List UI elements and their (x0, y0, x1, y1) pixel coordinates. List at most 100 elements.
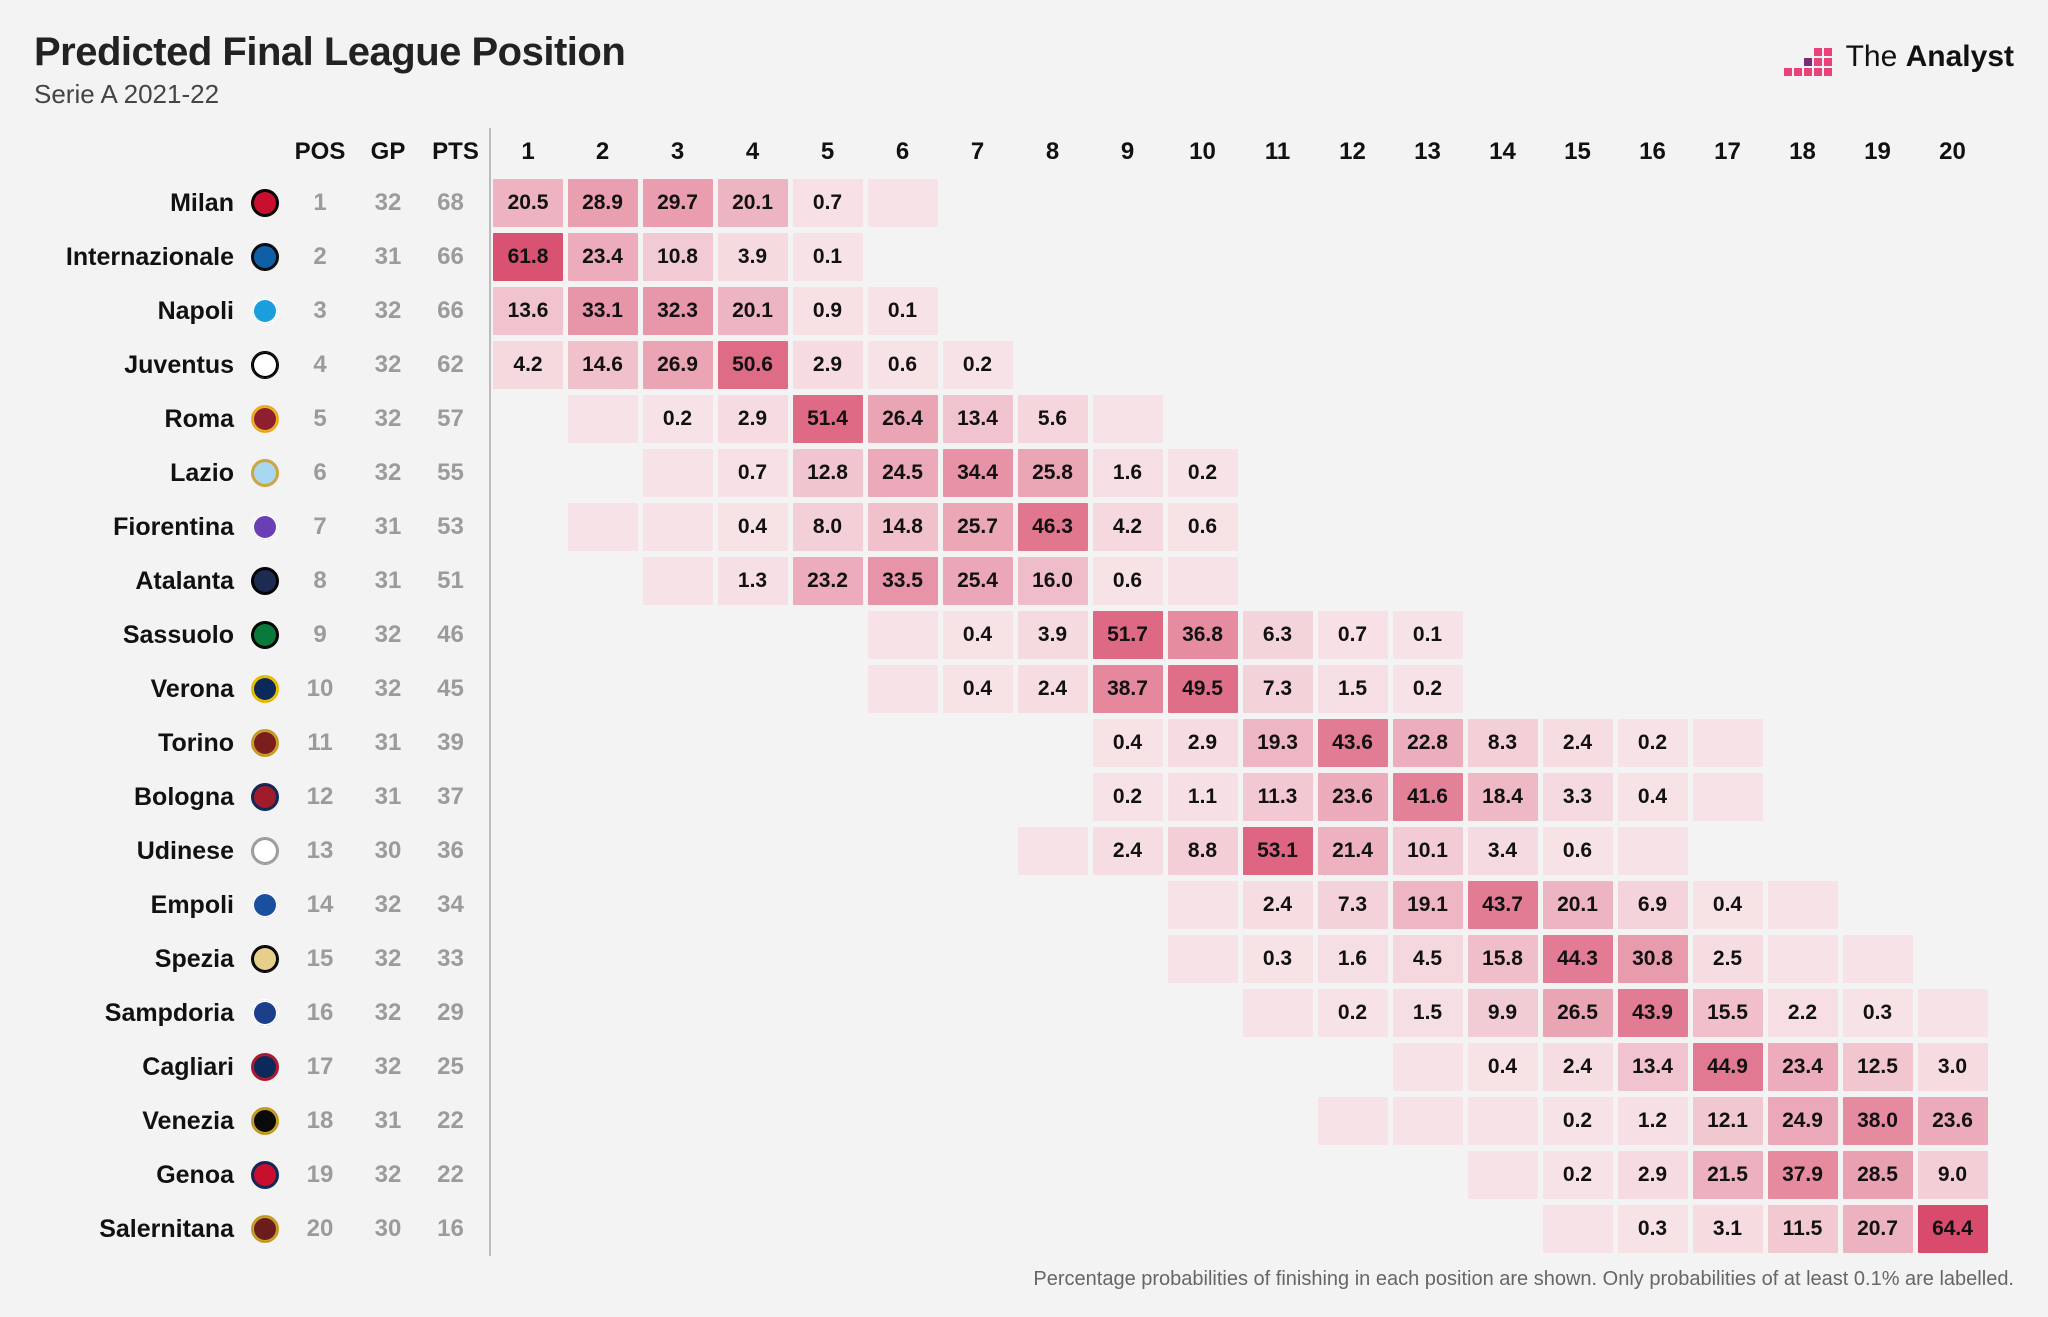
prob-cell: 33.1 (565, 284, 640, 338)
prob-cell: 0.6 (1165, 500, 1240, 554)
table-body: Milan1326820.528.929.720.10.7Internazion… (34, 176, 1990, 1256)
prob-cell: 2.9 (715, 392, 790, 446)
prob-cell (1615, 284, 1690, 338)
stat-pos: 18 (286, 1094, 354, 1148)
prob-cell (1390, 284, 1465, 338)
prob-cell (865, 986, 940, 1040)
prob-cell (1765, 230, 1840, 284)
prob-cell (1315, 284, 1390, 338)
team-crest-icon (244, 1202, 286, 1256)
table-row: Torino1131390.42.919.343.622.88.32.40.2 (34, 716, 1990, 770)
prob-cell (1390, 500, 1465, 554)
prob-cell: 7.3 (1315, 878, 1390, 932)
prob-cell (490, 1202, 565, 1256)
prob-cell (490, 716, 565, 770)
prob-cell (940, 176, 1015, 230)
prob-cell: 44.9 (1690, 1040, 1765, 1094)
prob-cell (1240, 392, 1315, 446)
prob-cell (1090, 230, 1165, 284)
stat-gp: 31 (354, 230, 422, 284)
prob-cell (1090, 392, 1165, 446)
prob-cell: 14.8 (865, 500, 940, 554)
team-name: Cagliari (34, 1040, 244, 1094)
stat-pts: 39 (422, 716, 490, 770)
prob-cell: 6.9 (1615, 878, 1690, 932)
prob-cell (490, 554, 565, 608)
prob-cell (1540, 284, 1615, 338)
prob-cell (715, 932, 790, 986)
prob-cell (1465, 392, 1540, 446)
prob-cell (1165, 1202, 1240, 1256)
prob-cell: 23.2 (790, 554, 865, 608)
prob-cell: 0.1 (865, 284, 940, 338)
stat-pos: 1 (286, 176, 354, 230)
stat-gp: 31 (354, 1094, 422, 1148)
prob-cell (1690, 338, 1765, 392)
prob-cell (1090, 1094, 1165, 1148)
stat-gp: 31 (354, 770, 422, 824)
prob-cell (1540, 554, 1615, 608)
prob-cell (565, 932, 640, 986)
prob-cell (790, 770, 865, 824)
prob-cell (1465, 500, 1540, 554)
prob-cell (1915, 338, 1990, 392)
prob-cell (1015, 986, 1090, 1040)
prob-cell: 32.3 (640, 284, 715, 338)
prob-cell: 0.2 (1390, 662, 1465, 716)
prob-cell: 64.4 (1915, 1202, 1990, 1256)
prob-cell (1390, 176, 1465, 230)
prob-cell (1015, 1040, 1090, 1094)
col-pos-10: 10 (1165, 128, 1240, 176)
prob-cell (1840, 878, 1915, 932)
prob-cell (1015, 824, 1090, 878)
prob-cell: 23.4 (565, 230, 640, 284)
prob-cell: 12.8 (790, 446, 865, 500)
stat-pts: 33 (422, 932, 490, 986)
prob-cell (1915, 230, 1990, 284)
team-crest-icon (244, 878, 286, 932)
prob-cell (1765, 932, 1840, 986)
prob-cell (640, 446, 715, 500)
prob-cell: 0.2 (640, 392, 715, 446)
prob-cell (1765, 446, 1840, 500)
prob-cell (1465, 446, 1540, 500)
stat-pos: 4 (286, 338, 354, 392)
stat-pts: 68 (422, 176, 490, 230)
prob-cell: 16.0 (1015, 554, 1090, 608)
prob-cell: 25.4 (940, 554, 1015, 608)
prob-cell (490, 1040, 565, 1094)
prob-cell (1165, 1094, 1240, 1148)
prob-cell (1465, 176, 1540, 230)
prob-cell (715, 878, 790, 932)
prob-cell (1465, 284, 1540, 338)
stat-gp: 32 (354, 176, 422, 230)
prob-cell: 26.9 (640, 338, 715, 392)
prob-cell (640, 1094, 715, 1148)
prob-cell: 4.5 (1390, 932, 1465, 986)
prob-cell (1765, 176, 1840, 230)
prob-cell (565, 1148, 640, 1202)
prob-cell (1315, 1040, 1390, 1094)
col-pos-15: 15 (1540, 128, 1615, 176)
table-row: Atalanta831511.323.233.525.416.00.6 (34, 554, 1990, 608)
prob-cell: 0.4 (1090, 716, 1165, 770)
prob-cell: 41.6 (1390, 770, 1465, 824)
prob-cell (1165, 986, 1240, 1040)
stat-pts: 62 (422, 338, 490, 392)
prob-cell (565, 1202, 640, 1256)
stat-pts: 66 (422, 284, 490, 338)
prob-cell (1390, 1202, 1465, 1256)
prob-cell: 24.5 (865, 446, 940, 500)
stat-gp: 32 (354, 1148, 422, 1202)
team-crest-icon (244, 1040, 286, 1094)
prob-cell (715, 608, 790, 662)
prob-cell (1915, 770, 1990, 824)
prob-cell (565, 1094, 640, 1148)
prob-cell: 0.2 (1540, 1094, 1615, 1148)
prob-cell (1690, 392, 1765, 446)
prob-cell (1390, 338, 1465, 392)
prob-cell (1840, 392, 1915, 446)
prob-cell (1315, 338, 1390, 392)
prob-cell: 1.5 (1315, 662, 1390, 716)
prob-cell: 3.1 (1690, 1202, 1765, 1256)
